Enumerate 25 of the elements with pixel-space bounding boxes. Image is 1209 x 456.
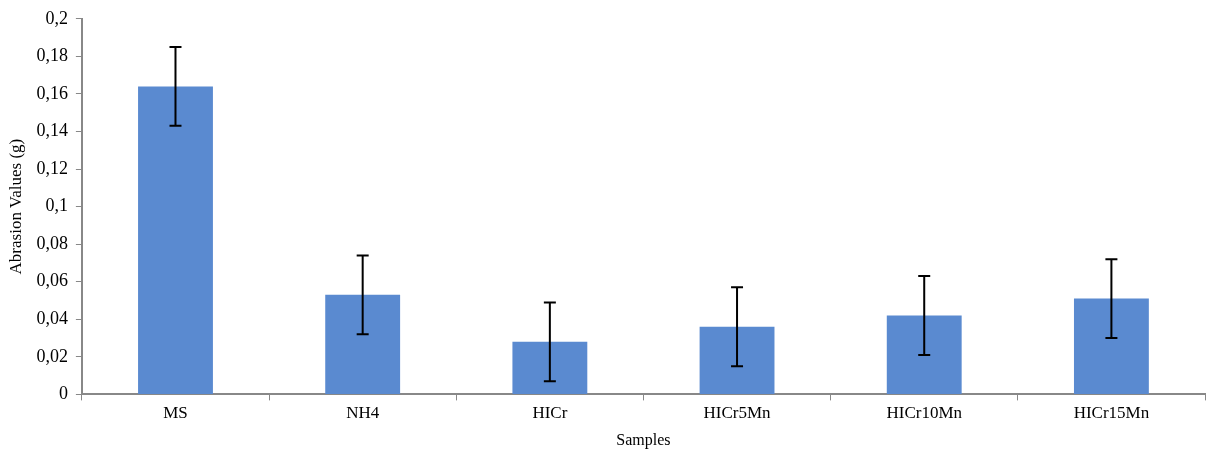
- bar: [138, 86, 213, 394]
- bar: [699, 326, 775, 394]
- y-tick-label: 0,06: [36, 270, 68, 291]
- bar: [886, 315, 962, 394]
- y-tick-label: 0,2: [45, 7, 68, 28]
- x-tick-label: NH4: [346, 403, 380, 423]
- y-tick-label: 0: [58, 383, 68, 404]
- y-axis-title: Abrasion Values (g): [5, 138, 25, 275]
- y-tick-label: 0,02: [36, 345, 68, 366]
- bar: [1073, 298, 1149, 394]
- x-tick-label: HICr15Mn: [1073, 403, 1150, 423]
- y-tick-label: 0,04: [36, 308, 68, 329]
- x-tick-label: HICr5Mn: [703, 403, 772, 423]
- bar: [512, 341, 588, 394]
- bar: [325, 294, 401, 394]
- y-tick-label: 0,16: [36, 82, 68, 103]
- x-tick-label: MS: [163, 403, 188, 423]
- y-tick-label: 0,1: [45, 195, 68, 216]
- x-tick-label: HICr: [532, 403, 568, 423]
- y-tick-label: 0,18: [36, 45, 68, 66]
- x-axis-title: Samples: [616, 430, 671, 449]
- y-tick-label: 0,08: [36, 232, 68, 253]
- y-tick-label: 0,12: [36, 157, 68, 178]
- x-tick-label: HICr10Mn: [886, 403, 963, 423]
- y-tick-label: 0,14: [36, 120, 68, 141]
